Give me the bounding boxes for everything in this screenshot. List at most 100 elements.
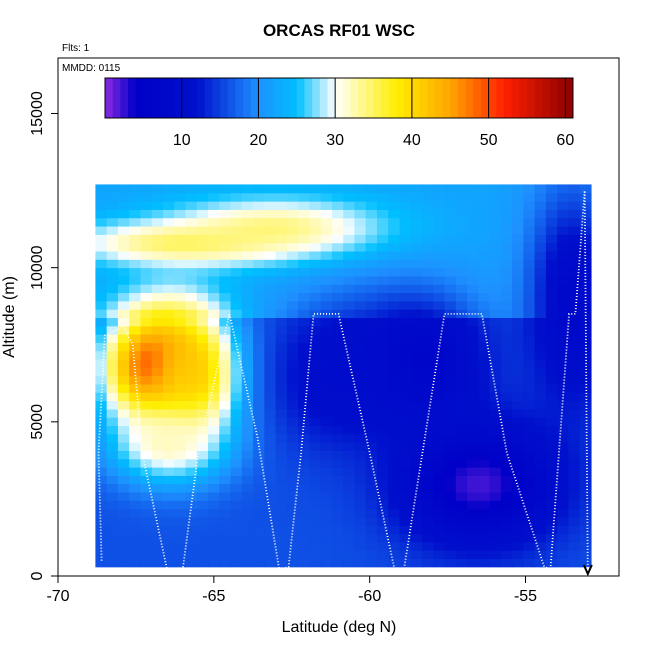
heatmap-cell (410, 392, 423, 402)
heatmap-cell (444, 491, 457, 501)
heatmap-cell (106, 309, 119, 318)
heatmap-cell (478, 358, 491, 368)
heatmap-cell (478, 267, 491, 277)
heatmap-cell (230, 358, 243, 368)
heatmap-cell (196, 500, 209, 510)
heatmap-cell (512, 467, 524, 476)
heatmap-cell (241, 242, 254, 252)
heatmap-cell (478, 450, 491, 460)
heatmap-cell (106, 533, 119, 543)
heatmap-cell (500, 392, 513, 402)
heatmap-cell (219, 467, 232, 476)
colorbar-cell (166, 78, 175, 118)
heatmap-cell (478, 309, 491, 318)
heatmap-cell (309, 367, 322, 377)
heatmap-cell (410, 192, 423, 202)
heatmap-cell (579, 417, 592, 427)
heatmap-cell (467, 400, 479, 410)
heatmap-cell (253, 225, 265, 235)
heatmap-cell (331, 259, 344, 269)
heatmap-cell (343, 483, 356, 493)
heatmap-cell (241, 450, 254, 460)
heatmap-cell (579, 184, 592, 194)
heatmap-cell (354, 425, 367, 435)
heatmap-cell (253, 375, 265, 385)
heatmap-cell (478, 400, 491, 410)
heatmap-cell (388, 184, 401, 194)
heatmap-cell (185, 367, 198, 377)
heatmap-cell (545, 442, 558, 451)
heatmap-cell (230, 334, 243, 343)
heatmap-cell (208, 309, 220, 318)
heatmap-cell (545, 475, 558, 485)
heatmap-cell (117, 242, 130, 252)
heatmap-cell (467, 558, 479, 568)
heatmap-cell (568, 383, 581, 393)
heatmap-cell (196, 533, 209, 543)
heatmap-cell (365, 550, 378, 560)
heatmap-cell (162, 367, 175, 377)
heatmap-cell (253, 350, 265, 360)
heatmap-cell (545, 450, 558, 460)
colorbar-cell (319, 78, 328, 118)
heatmap-cell (399, 425, 412, 435)
heatmap-cell (264, 309, 277, 318)
heatmap-cell (140, 467, 153, 476)
heatmap-cell (219, 309, 232, 318)
heatmap-cell (253, 383, 265, 393)
heatmap-cell (433, 250, 446, 260)
heatmap-cell (489, 317, 502, 327)
x-axis-label: Latitude (deg N) (282, 619, 397, 636)
heatmap-cell (208, 383, 220, 393)
heatmap-cell (579, 491, 592, 501)
heatmap-cell (365, 558, 378, 568)
heatmap-cell (230, 309, 243, 318)
heatmap-cell (117, 558, 130, 568)
heatmap-cell (106, 508, 119, 518)
heatmap-cell (196, 475, 209, 485)
heatmap-cell (275, 550, 288, 560)
heatmap-cell (219, 383, 232, 393)
heatmap-cell (467, 375, 479, 385)
colorbar-tick-label: 50 (480, 132, 498, 149)
heatmap-cell (151, 358, 164, 368)
heatmap-cell (117, 491, 130, 501)
heatmap-cell (557, 417, 570, 427)
heatmap-cell (579, 425, 592, 435)
heatmap-cell (129, 192, 142, 202)
heatmap-cell (545, 558, 558, 568)
heatmap-cell (151, 475, 164, 485)
heatmap-cell (151, 192, 164, 202)
heatmap-cell (422, 442, 434, 451)
heatmap-cell (422, 500, 434, 510)
heatmap-cell (241, 325, 254, 335)
heatmap-cell (523, 275, 536, 285)
heatmap-cell (388, 425, 401, 435)
heatmap-cell (298, 250, 310, 260)
heatmap-cell (500, 201, 513, 210)
heatmap-cell (286, 408, 299, 418)
colorbar-tick-label: 10 (173, 132, 191, 149)
heatmap-cell (523, 500, 536, 510)
heatmap-cell (162, 358, 175, 368)
heatmap-cell (444, 209, 457, 219)
heatmap-cell (523, 342, 536, 352)
heatmap-cell (455, 400, 468, 410)
heatmap-cell (512, 367, 524, 377)
heatmap-cell (309, 300, 322, 310)
heatmap-cell (196, 400, 209, 410)
heatmap-cell (399, 550, 412, 560)
heatmap-cell (219, 300, 232, 310)
heatmap-cell (129, 201, 142, 210)
heatmap-cell (489, 250, 502, 260)
heatmap-cell (140, 433, 153, 443)
heatmap-cell (208, 400, 220, 410)
heatmap-cell (500, 358, 513, 368)
heatmap-cell (365, 417, 378, 427)
colorbar-cell (427, 78, 436, 118)
heatmap-cell (354, 292, 367, 302)
heatmap-cell (512, 450, 524, 460)
heatmap-cell (433, 550, 446, 560)
heatmap-cell (230, 450, 243, 460)
heatmap-cell (241, 442, 254, 451)
